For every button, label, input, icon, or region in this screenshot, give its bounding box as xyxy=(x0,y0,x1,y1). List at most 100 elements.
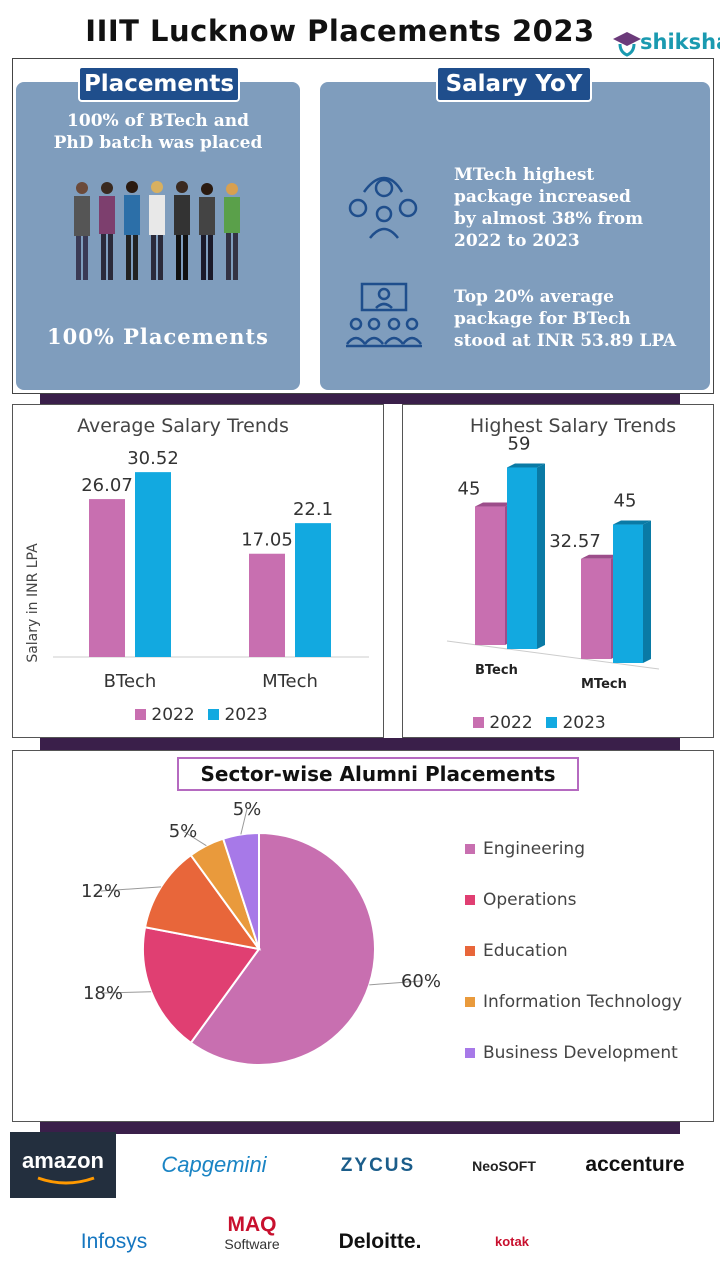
pie-data-label: 5% xyxy=(233,799,262,820)
legend-swatch xyxy=(465,1048,475,1058)
people-group-icon xyxy=(74,181,240,280)
high-chart-title: Highest Salary Trends xyxy=(469,415,677,437)
legend-label: Business Development xyxy=(483,1043,678,1063)
highest-salary-chart: Highest Salary Trends 45 32.57 59 45 BTech … xyxy=(402,404,714,738)
high-bar-top-btech-2023 xyxy=(507,463,545,468)
yoy-point1-line2: package increased xyxy=(454,187,631,207)
pie-chart-title: Sector-wise Alumni Placements xyxy=(177,757,579,791)
page-title: IIIT Lucknow Placements 2023 xyxy=(85,14,595,48)
pie-plot: 60% 18% 12% 5% 5% xyxy=(81,799,441,1066)
band-2 xyxy=(40,738,680,750)
avg-data-label: 30.52 xyxy=(127,448,179,469)
logo-text: shiksha xyxy=(640,30,720,54)
legend-label: Education xyxy=(483,941,568,961)
legend-label: Information Technology xyxy=(483,992,683,1012)
recruiter-infosys: Infosys xyxy=(80,1230,148,1253)
high-x-label-mtech: MTech xyxy=(581,677,627,692)
pie-legend-item: Engineering xyxy=(465,839,585,859)
pie-legend-item: Education xyxy=(465,941,568,961)
average-salary-chart: Average Salary Trends Salary in INR LPA … xyxy=(12,404,384,738)
legend-swatch xyxy=(465,997,475,1007)
placements-line-1: 100% of BTech and xyxy=(67,111,249,131)
high-bar-top-btech-2022 xyxy=(475,502,513,507)
band-3 xyxy=(40,1122,680,1134)
salary-yoy-tag: Salary YoY xyxy=(436,66,592,102)
pie-leader-line xyxy=(240,808,248,835)
legend-label: Engineering xyxy=(483,839,585,859)
avg-x-label-mtech: MTech xyxy=(262,671,318,692)
avg-bar-mtech-2022 xyxy=(249,553,285,657)
high-data-label: 45 xyxy=(614,491,637,512)
high-x-axis xyxy=(446,640,660,670)
high-bar-side-btech-2023 xyxy=(537,463,545,649)
legend-swatch-2022 xyxy=(135,709,146,720)
yoy-point2-line1: Top 20% average xyxy=(454,287,614,307)
avg-bar-mtech-2023 xyxy=(295,523,331,657)
legend-swatch xyxy=(465,946,475,956)
high-legend: 2022 2023 xyxy=(473,713,606,733)
gear-person-icon xyxy=(348,176,418,239)
yoy-point1-line4: 2022 to 2023 xyxy=(454,231,580,251)
high-data-label: 59 xyxy=(508,433,531,454)
amazon-logo-text: amazon xyxy=(22,1148,104,1173)
high-legend-2023: 2023 xyxy=(562,713,606,733)
placements-line-2: PhD batch was placed xyxy=(53,133,263,153)
pie-leader-line xyxy=(182,830,207,847)
pie-legend-item: Business Development xyxy=(465,1043,678,1063)
maq-software-text: Software xyxy=(224,1236,280,1252)
sector-pie-chart: Sector-wise Alumni Placements 60% 18% 12% 5… xyxy=(12,750,714,1122)
avg-data-label: 22.1 xyxy=(293,499,333,520)
high-x-label-btech: BTech xyxy=(475,663,518,678)
avg-legend-2022: 2022 xyxy=(151,705,195,725)
high-bar-top-mtech-2023 xyxy=(613,520,651,525)
high-data-label: 32.57 xyxy=(549,531,601,552)
pie-leader-line xyxy=(102,991,152,994)
legend-swatch-2023 xyxy=(546,717,558,728)
recruiter-kotak: kotak xyxy=(495,1233,529,1249)
recruiter-maq: MAQ Software xyxy=(212,1214,292,1264)
high-bar-mtech-2023 xyxy=(613,524,643,663)
legend-swatch-2023 xyxy=(208,709,220,720)
high-legend-2022: 2022 xyxy=(489,713,533,733)
pie-data-label: 5% xyxy=(169,821,198,842)
shiksha-logo: shiksha xyxy=(608,0,720,58)
pie-legend: Engineering Operations Education Informatio… xyxy=(465,839,711,1079)
maq-text: MAQ xyxy=(227,1213,277,1236)
pie-slice-operations xyxy=(142,926,261,1045)
legend-swatch-2022 xyxy=(473,717,484,728)
placements-box: 100% of BTech and PhD batch was placed 1… xyxy=(16,82,300,390)
avg-legend-2023: 2023 xyxy=(224,705,268,725)
high-bar-mtech-2022 xyxy=(581,558,611,659)
high-bar-btech-2022 xyxy=(475,506,505,645)
legend-label: Operations xyxy=(483,890,577,910)
yoy-point1-line3: by almost 38% from xyxy=(454,209,644,229)
pie-data-label: 18% xyxy=(83,983,123,1004)
legend-swatch xyxy=(465,895,475,905)
recruiter-accenture: accenture xyxy=(585,1153,685,1176)
pie-leader-line xyxy=(369,980,422,986)
band-1 xyxy=(40,394,680,404)
amazon-smile-icon xyxy=(37,1176,95,1185)
yoy-point2-line3: stood at INR 53.89 LPA xyxy=(454,331,677,351)
pie-leader-line xyxy=(100,886,162,892)
pie-slice-business-development xyxy=(221,831,260,950)
pie-legend-item: Information Technology xyxy=(465,992,682,1012)
high-bar-top-mtech-2022 xyxy=(581,554,619,559)
recruiter-capgemini: Capgemini xyxy=(161,1152,267,1177)
graduate-icon xyxy=(613,32,641,57)
avg-data-label: 26.07 xyxy=(81,475,133,496)
pie-data-label: 60% xyxy=(401,971,441,992)
high-bar-btech-2023 xyxy=(507,467,537,649)
avg-data-label: 17.05 xyxy=(241,530,293,551)
yoy-point2-line2: package for BTech xyxy=(454,309,631,329)
yoy-point1-line1: MTech highest xyxy=(454,165,595,185)
avg-bar-btech-2022 xyxy=(89,499,125,657)
avg-chart-title: Average Salary Trends xyxy=(77,415,289,437)
pie-legend-item: Operations xyxy=(465,890,576,910)
pie-slice-education xyxy=(143,853,262,951)
avg-legend: 2022 2023 xyxy=(135,705,268,725)
avg-x-label-btech: BTech xyxy=(103,671,157,692)
high-data-label: 45 xyxy=(458,479,481,500)
pie-data-label: 12% xyxy=(81,881,121,902)
avg-chart-plot: 26.07 17.05 30.52 22.1 xyxy=(53,448,369,658)
